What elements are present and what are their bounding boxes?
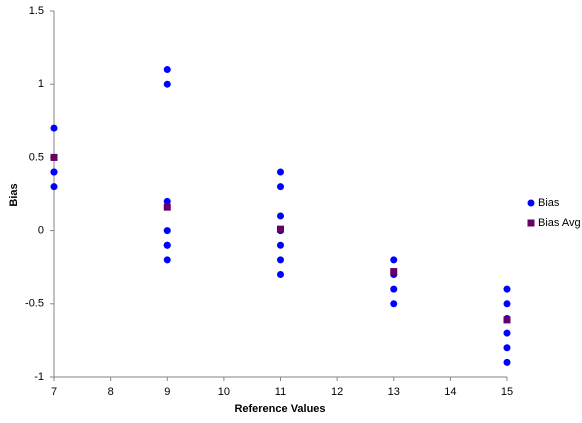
point	[50, 183, 58, 191]
x-tick-label: 7	[51, 386, 57, 398]
point	[163, 197, 171, 205]
y-tick-label: 0	[38, 225, 44, 237]
point	[503, 316, 511, 324]
point	[503, 285, 511, 293]
x-tick-label: 11	[275, 386, 286, 398]
point	[50, 153, 58, 161]
point	[163, 227, 171, 235]
point	[163, 241, 171, 249]
point	[277, 212, 284, 220]
point	[277, 225, 284, 233]
point	[390, 256, 398, 264]
point	[50, 168, 58, 176]
point	[277, 168, 284, 176]
point	[503, 358, 511, 366]
y-axis-title: Bias	[8, 183, 20, 206]
x-tick-label: 8	[108, 386, 114, 398]
y-tick-label: 1	[38, 78, 44, 90]
legend-label: Bias Avg	[538, 217, 581, 229]
y-tick-label: 1.5	[29, 5, 44, 17]
y-tick-label: -1	[34, 371, 44, 383]
point	[390, 268, 398, 276]
x-tick-label: 13	[388, 386, 400, 398]
legend-marker	[527, 219, 535, 227]
point	[50, 124, 58, 132]
x-tick-label: 15	[501, 386, 513, 398]
point	[163, 66, 171, 74]
x-tick-label: 10	[218, 386, 230, 398]
x-tick-label: 12	[331, 386, 343, 398]
point	[277, 271, 284, 279]
legend-label: Bias	[538, 197, 560, 209]
point	[503, 329, 511, 337]
point	[503, 300, 511, 308]
y-tick-label: -0.5	[25, 298, 44, 310]
x-tick-label: 9	[164, 386, 170, 398]
point	[163, 256, 171, 264]
point	[163, 80, 171, 88]
point	[390, 300, 398, 308]
x-tick-label: 14	[444, 386, 456, 398]
point	[163, 203, 171, 211]
point	[390, 285, 398, 293]
y-tick-label: 0.5	[29, 151, 44, 163]
point	[277, 256, 284, 264]
x-axis-title: Reference Values	[234, 403, 325, 415]
point	[503, 344, 511, 352]
point	[277, 241, 284, 249]
point	[277, 183, 284, 191]
legend-marker	[527, 199, 535, 207]
